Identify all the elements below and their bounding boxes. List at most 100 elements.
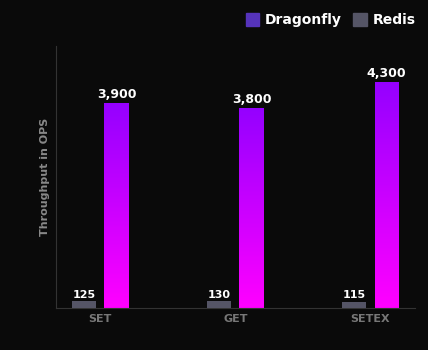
Bar — [104, 118, 129, 120]
Bar — [104, 122, 129, 124]
Bar — [239, 163, 264, 164]
Bar — [374, 136, 399, 138]
Bar — [374, 225, 399, 227]
Bar — [374, 82, 399, 84]
Bar — [104, 159, 129, 161]
Bar — [374, 186, 399, 188]
Bar — [104, 193, 129, 195]
Bar — [374, 97, 399, 99]
Bar — [104, 184, 129, 185]
Bar — [374, 167, 399, 168]
Bar — [104, 197, 129, 199]
Bar — [374, 152, 399, 153]
Bar — [239, 232, 264, 233]
Bar — [104, 177, 129, 178]
Bar — [374, 298, 399, 299]
Bar — [374, 87, 399, 88]
Bar — [104, 158, 129, 159]
Bar — [72, 301, 96, 308]
Bar — [239, 112, 264, 114]
Bar — [104, 109, 129, 110]
Bar — [239, 154, 264, 155]
Bar — [239, 202, 264, 203]
Bar — [239, 300, 264, 301]
Bar — [104, 281, 129, 282]
Bar — [374, 303, 399, 305]
Bar — [239, 188, 264, 190]
Bar — [374, 129, 399, 131]
Bar — [239, 200, 264, 202]
Bar — [239, 211, 264, 212]
Bar — [104, 204, 129, 206]
Bar — [239, 291, 264, 292]
Bar — [239, 272, 264, 273]
Bar — [374, 123, 399, 124]
Bar — [104, 140, 129, 141]
Bar — [374, 84, 399, 85]
Bar — [239, 162, 264, 163]
Text: 3,900: 3,900 — [97, 88, 136, 100]
Bar — [239, 278, 264, 279]
Bar — [374, 192, 399, 194]
Bar — [374, 142, 399, 144]
Bar — [104, 187, 129, 188]
Bar — [104, 218, 129, 219]
Bar — [239, 235, 264, 236]
Bar — [239, 164, 264, 166]
Bar — [374, 266, 399, 267]
Bar — [374, 242, 399, 243]
Bar — [104, 244, 129, 245]
Bar — [104, 233, 129, 234]
Bar — [239, 215, 264, 216]
Bar — [239, 279, 264, 280]
Bar — [104, 214, 129, 215]
Bar — [104, 166, 129, 167]
Bar — [239, 152, 264, 154]
Bar — [239, 140, 264, 142]
Bar — [374, 287, 399, 288]
Bar — [374, 131, 399, 132]
Bar — [239, 174, 264, 175]
Bar — [239, 244, 264, 245]
Bar — [104, 229, 129, 230]
Bar — [374, 288, 399, 290]
Bar — [104, 182, 129, 184]
Bar — [239, 276, 264, 278]
Bar — [374, 221, 399, 222]
Bar — [374, 239, 399, 240]
Bar — [104, 304, 129, 305]
Bar — [374, 201, 399, 203]
Bar — [239, 142, 264, 143]
Bar — [104, 111, 129, 113]
Bar — [374, 133, 399, 135]
Bar — [239, 192, 264, 194]
Bar — [374, 161, 399, 162]
Bar — [374, 90, 399, 91]
Bar — [239, 156, 264, 158]
Bar — [374, 212, 399, 213]
Bar — [104, 230, 129, 232]
Bar — [239, 305, 264, 307]
Bar — [239, 241, 264, 243]
Bar — [374, 120, 399, 121]
Bar — [239, 175, 264, 176]
Bar — [104, 191, 129, 192]
Bar — [374, 121, 399, 123]
Bar — [239, 263, 264, 264]
Bar — [239, 275, 264, 276]
Bar — [239, 252, 264, 253]
Bar — [374, 150, 399, 152]
Bar — [374, 240, 399, 242]
Bar — [374, 246, 399, 248]
Bar — [104, 173, 129, 174]
Bar — [104, 156, 129, 158]
Bar — [104, 206, 129, 207]
Bar — [374, 184, 399, 186]
Bar — [104, 243, 129, 244]
Legend: Dragonfly, Redis: Dragonfly, Redis — [246, 13, 416, 27]
Bar — [104, 286, 129, 288]
Bar — [374, 228, 399, 230]
Bar — [239, 127, 264, 128]
Bar — [239, 259, 264, 260]
Bar — [374, 236, 399, 237]
